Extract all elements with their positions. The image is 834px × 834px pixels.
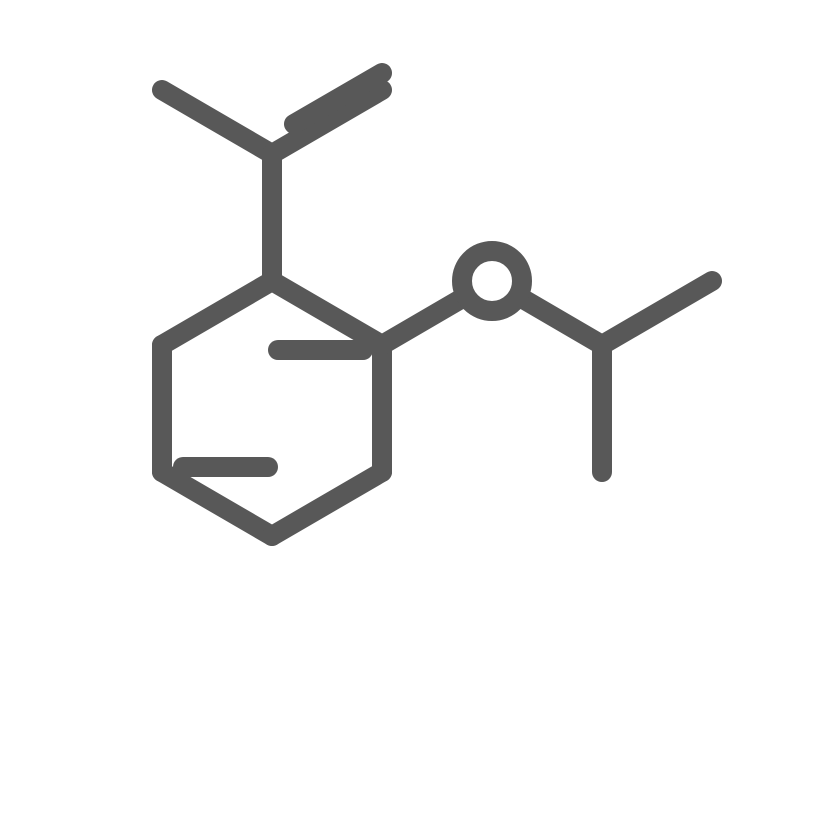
bond-ring-top-left bbox=[162, 281, 272, 345]
bond-ring-bottom-left bbox=[162, 472, 272, 536]
bond-ring-top-right bbox=[272, 281, 382, 345]
bond-ring-bottom-right bbox=[272, 472, 382, 536]
bond-O-to-C bbox=[518, 296, 602, 345]
bond-ring-right-to-O bbox=[382, 296, 466, 345]
chemical-structure-diagram bbox=[0, 0, 834, 834]
bond-subst-up-left bbox=[162, 90, 272, 154]
bond-iso-right bbox=[602, 281, 712, 345]
atom-oxygen bbox=[462, 251, 522, 311]
